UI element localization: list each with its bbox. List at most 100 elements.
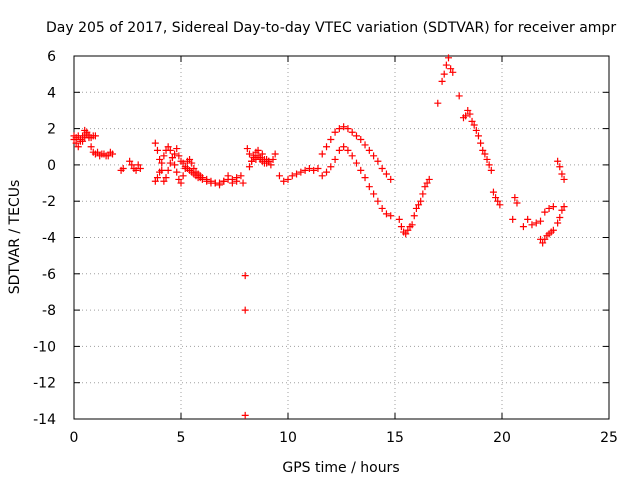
data-point bbox=[481, 150, 489, 158]
data-point bbox=[554, 219, 562, 227]
data-point bbox=[301, 166, 309, 174]
data-point bbox=[216, 179, 224, 187]
data-point bbox=[128, 161, 136, 169]
data-point bbox=[397, 223, 405, 231]
data-point bbox=[419, 190, 427, 198]
data-point bbox=[188, 159, 196, 167]
data-point bbox=[519, 223, 527, 231]
data-point bbox=[344, 125, 352, 133]
y-tick-label: -2 bbox=[42, 194, 56, 210]
data-point bbox=[224, 172, 232, 180]
y-tick-label: 4 bbox=[47, 85, 56, 101]
data-point bbox=[440, 70, 448, 78]
data-point bbox=[442, 61, 450, 69]
grid bbox=[74, 56, 609, 419]
data-point bbox=[352, 132, 360, 140]
data-point bbox=[237, 172, 245, 180]
data-point bbox=[331, 155, 339, 163]
data-point bbox=[387, 212, 395, 220]
data-point bbox=[445, 54, 452, 62]
data-point bbox=[280, 177, 288, 185]
data-point bbox=[305, 165, 313, 173]
data-point bbox=[494, 197, 502, 205]
data-point bbox=[447, 65, 455, 73]
data-point bbox=[156, 155, 164, 163]
data-point bbox=[558, 170, 566, 178]
data-point bbox=[489, 188, 497, 196]
data-point bbox=[438, 77, 446, 85]
data-point bbox=[541, 235, 549, 243]
data-point bbox=[492, 194, 500, 202]
data-point bbox=[260, 159, 268, 167]
data-point bbox=[239, 179, 247, 187]
data-point bbox=[468, 117, 476, 125]
data-point bbox=[404, 226, 412, 234]
data-point bbox=[91, 132, 99, 140]
data-point bbox=[423, 179, 431, 187]
y-tick-label: 0 bbox=[47, 158, 56, 174]
data-point bbox=[153, 174, 161, 182]
data-point bbox=[175, 175, 183, 183]
data-point bbox=[560, 203, 568, 211]
y-tick-label: -6 bbox=[42, 267, 56, 283]
data-point bbox=[462, 112, 470, 120]
data-point bbox=[483, 155, 491, 163]
data-point bbox=[509, 215, 517, 223]
data-point bbox=[288, 172, 296, 180]
data-point bbox=[275, 172, 283, 180]
data-point bbox=[74, 143, 82, 151]
y-tick-label: -12 bbox=[33, 376, 56, 392]
data-point bbox=[415, 201, 423, 209]
data-point bbox=[412, 204, 420, 212]
data-point bbox=[479, 146, 487, 154]
data-point bbox=[136, 165, 144, 173]
data-point bbox=[340, 143, 348, 151]
data-point bbox=[528, 221, 536, 229]
data-point bbox=[365, 146, 373, 154]
data-point bbox=[470, 121, 478, 129]
x-axis-label: GPS time / hours bbox=[282, 460, 399, 476]
data-point bbox=[245, 163, 253, 171]
data-point bbox=[556, 214, 564, 222]
data-point bbox=[549, 203, 557, 211]
data-point bbox=[378, 204, 386, 212]
y-tick-label: -8 bbox=[42, 303, 56, 319]
data-point bbox=[198, 174, 206, 182]
data-point bbox=[267, 161, 275, 169]
data-point bbox=[340, 123, 348, 131]
data-point bbox=[228, 175, 236, 183]
data-point bbox=[160, 152, 168, 160]
data-point bbox=[241, 306, 249, 314]
data-point bbox=[558, 206, 566, 214]
data-point bbox=[327, 135, 335, 143]
data-point bbox=[134, 161, 142, 169]
data-point bbox=[352, 159, 360, 167]
data-point bbox=[104, 152, 112, 160]
data-point bbox=[361, 174, 369, 182]
data-point bbox=[87, 143, 95, 151]
data-point bbox=[156, 168, 164, 176]
data-point bbox=[256, 154, 264, 162]
x-tick-label: 5 bbox=[177, 430, 186, 446]
data-point bbox=[425, 175, 433, 183]
data-point bbox=[549, 226, 557, 234]
data-point bbox=[365, 183, 373, 191]
data-point bbox=[387, 175, 395, 183]
data-point bbox=[241, 272, 249, 280]
data-point bbox=[126, 157, 134, 165]
data-point bbox=[207, 177, 215, 185]
data-point bbox=[171, 150, 179, 158]
data-point bbox=[314, 165, 322, 173]
data-point bbox=[153, 146, 161, 154]
data-point bbox=[179, 172, 187, 180]
data-points bbox=[70, 54, 568, 419]
data-point bbox=[258, 150, 266, 158]
data-point bbox=[81, 134, 89, 142]
tick-labels: 0 5 10 15 20 25 -14 -12 -10 -8 -6 -4 -2 0 2 4 6 bbox=[33, 49, 618, 446]
data-point bbox=[252, 155, 260, 163]
data-point bbox=[537, 217, 545, 225]
y-axis-label: SDTVAR / TECUs bbox=[7, 180, 23, 295]
data-point bbox=[472, 126, 480, 134]
data-point bbox=[173, 168, 181, 176]
